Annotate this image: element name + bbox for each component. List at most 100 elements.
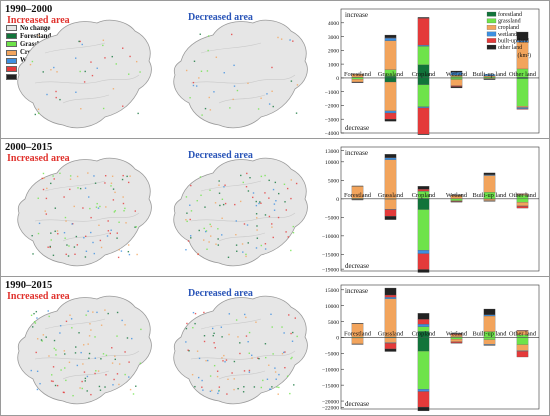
map-change-pixel bbox=[277, 36, 279, 39]
map-change-pixel bbox=[70, 318, 73, 320]
bar-segment-decrease bbox=[384, 343, 397, 350]
map-change-pixel bbox=[88, 335, 91, 337]
map-change-pixel bbox=[203, 335, 206, 337]
bar-segment-increase bbox=[483, 308, 496, 315]
map-change-pixel bbox=[111, 362, 114, 364]
y-tick-label: 4000 bbox=[328, 21, 339, 27]
increased-area-map bbox=[17, 295, 152, 405]
map-change-pixel bbox=[268, 197, 270, 199]
map-change-pixel bbox=[31, 234, 33, 237]
map-change-pixel bbox=[186, 212, 188, 214]
map-change-pixel bbox=[278, 386, 280, 389]
map-change-pixel bbox=[98, 224, 100, 226]
bar-segment-decrease bbox=[384, 348, 397, 352]
map-change-pixel bbox=[53, 178, 55, 180]
map-change-pixel bbox=[139, 71, 141, 73]
map-change-pixel bbox=[227, 378, 229, 380]
map-change-pixel bbox=[206, 248, 208, 250]
map-change-pixel bbox=[135, 385, 137, 387]
map-change-pixel bbox=[251, 354, 253, 357]
legend-label: other land bbox=[498, 45, 522, 51]
map-change-pixel bbox=[116, 373, 119, 375]
map-change-pixel bbox=[236, 250, 238, 252]
legend-swatch bbox=[6, 25, 17, 32]
y-tick-label: 0 bbox=[336, 197, 339, 203]
map-change-pixel bbox=[89, 323, 91, 325]
map-change-pixel bbox=[97, 370, 100, 372]
y-tick-label: −3000 bbox=[325, 117, 340, 123]
category-label: Built-up land bbox=[473, 71, 508, 78]
map-change-pixel bbox=[35, 351, 37, 354]
map-change-pixel bbox=[198, 357, 201, 360]
map-change-pixel bbox=[256, 225, 258, 227]
map-legend-item: Forestland bbox=[6, 32, 59, 40]
map-change-pixel bbox=[201, 379, 203, 382]
map-change-pixel bbox=[289, 392, 291, 395]
map-change-pixel bbox=[236, 89, 239, 92]
y-tick-label: 2000 bbox=[328, 49, 339, 55]
map-change-pixel bbox=[110, 182, 113, 184]
map-change-pixel bbox=[290, 249, 292, 252]
map-change-pixel bbox=[192, 81, 195, 84]
bar-segment-decrease bbox=[516, 351, 529, 358]
map-change-pixel bbox=[121, 178, 124, 181]
map-change-pixel bbox=[185, 69, 188, 72]
legend-swatch bbox=[486, 25, 497, 30]
increase-label: increase bbox=[345, 287, 368, 295]
map-change-pixel bbox=[53, 66, 55, 69]
map-change-pixel bbox=[91, 74, 94, 77]
map-change-pixel bbox=[78, 332, 80, 334]
bar-segment-decrease bbox=[516, 337, 529, 345]
map-change-pixel bbox=[239, 342, 241, 344]
map-change-pixel bbox=[52, 380, 54, 383]
map-change-pixel bbox=[134, 226, 136, 228]
y-tick-label: 15000 bbox=[325, 288, 339, 294]
map-change-pixel bbox=[256, 229, 258, 231]
map-change-pixel bbox=[112, 384, 114, 386]
map-change-pixel bbox=[208, 241, 210, 243]
legend-swatch bbox=[486, 31, 497, 37]
map-change-pixel bbox=[270, 388, 272, 390]
map-change-pixel bbox=[187, 240, 190, 242]
bar-segment-increase bbox=[417, 186, 430, 190]
legend-swatch bbox=[6, 74, 17, 81]
map-change-pixel bbox=[190, 237, 192, 239]
y-tick-label: −22000 bbox=[322, 406, 339, 412]
map-change-pixel bbox=[65, 253, 67, 256]
map-change-pixel bbox=[79, 40, 81, 43]
map-legend-item: No change bbox=[6, 24, 59, 32]
map-change-pixel bbox=[223, 354, 225, 357]
map-change-pixel bbox=[217, 392, 219, 395]
map-change-pixel bbox=[36, 388, 39, 391]
map-change-pixel bbox=[292, 40, 294, 42]
map-change-pixel bbox=[193, 60, 196, 62]
map-change-pixel bbox=[185, 249, 187, 251]
map-change-pixel bbox=[265, 356, 267, 359]
bar-segment-increase bbox=[384, 37, 397, 41]
map-change-pixel bbox=[277, 216, 280, 219]
map-change-pixel bbox=[102, 353, 105, 355]
category-label: Forestland bbox=[344, 71, 372, 78]
bar-segment-increase bbox=[450, 333, 463, 335]
map-change-pixel bbox=[199, 33, 201, 35]
row-2000-2015: 2000–2015 Increased area Decreased area … bbox=[1, 139, 549, 276]
map-change-pixel bbox=[260, 386, 263, 389]
map-change-pixel bbox=[128, 253, 131, 256]
map-change-pixel bbox=[44, 210, 46, 212]
map-change-pixel bbox=[64, 237, 66, 239]
map-change-pixel bbox=[94, 182, 97, 184]
bar-segment-increase bbox=[417, 313, 430, 320]
category-label: Other land bbox=[509, 330, 537, 337]
map-change-pixel bbox=[223, 72, 225, 74]
y-tick-label: 3000 bbox=[328, 35, 339, 41]
map-change-pixel bbox=[87, 310, 89, 312]
map-change-pixel bbox=[278, 373, 280, 376]
map-change-pixel bbox=[65, 220, 67, 222]
bar-segment-decrease bbox=[417, 84, 430, 107]
map-change-pixel bbox=[233, 64, 235, 67]
y-tick-label: 0 bbox=[336, 76, 339, 82]
map-change-pixel bbox=[283, 332, 285, 334]
map-change-pixel bbox=[37, 232, 40, 235]
map-change-pixel bbox=[95, 206, 98, 208]
map-change-pixel bbox=[214, 202, 217, 204]
